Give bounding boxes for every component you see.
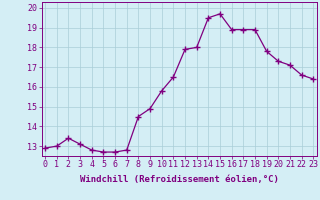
X-axis label: Windchill (Refroidissement éolien,°C): Windchill (Refroidissement éolien,°C) bbox=[80, 175, 279, 184]
